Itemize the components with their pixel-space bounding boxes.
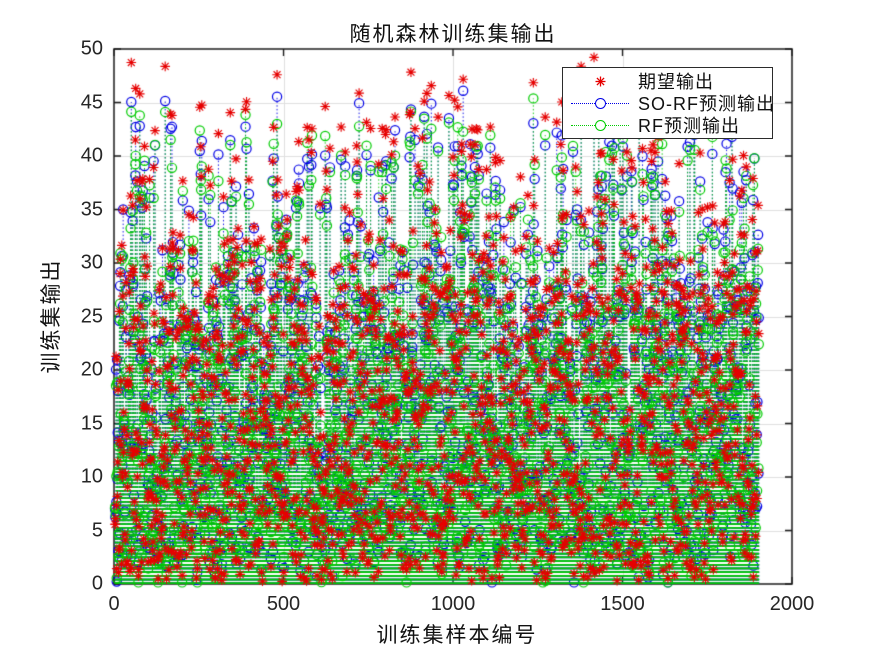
- y-tick-label: 20: [80, 358, 103, 381]
- y-tick-label: 45: [80, 91, 103, 113]
- y-tick-label: 15: [80, 412, 103, 434]
- legend-label-rf: RF预测输出: [638, 116, 740, 136]
- y-tick-label: 35: [80, 198, 103, 220]
- y-tick-label: 50: [80, 37, 103, 60]
- y-tick-label: 25: [80, 305, 103, 327]
- circle-line-marker-icon: [569, 118, 631, 132]
- legend: 期望输出 SO-RF预测输出 RF预测输出: [562, 67, 775, 139]
- y-tick-label: 30: [80, 251, 103, 274]
- y-tick-label: 40: [80, 144, 103, 167]
- y-tick-label: 10: [80, 465, 103, 488]
- legend-item-expected: 期望输出: [569, 70, 772, 92]
- circle-line-marker-icon: [569, 96, 631, 110]
- x-axis-label: 训练集样本编号: [376, 624, 538, 647]
- x-tick-label: 2000: [769, 593, 815, 615]
- y-tick-label: 5: [91, 519, 103, 541]
- legend-label-so-rf: SO-RF预测输出: [638, 94, 775, 114]
- chart-title: 随机森林训练集输出: [349, 23, 557, 46]
- legend-item-so-rf: SO-RF预测输出: [569, 92, 775, 114]
- legend-item-rf: RF预测输出: [569, 114, 772, 136]
- y-tick-label: 0: [91, 572, 103, 595]
- x-tick-label: 1000: [430, 593, 476, 615]
- x-tick-label: 500: [266, 593, 301, 615]
- y-axis-label: 训练集输出: [40, 258, 63, 374]
- asterisk-marker-icon: [569, 74, 631, 88]
- x-tick-label: 1500: [600, 593, 645, 615]
- legend-label-expected: 期望输出: [638, 72, 714, 92]
- x-tick-label: 0: [108, 593, 120, 615]
